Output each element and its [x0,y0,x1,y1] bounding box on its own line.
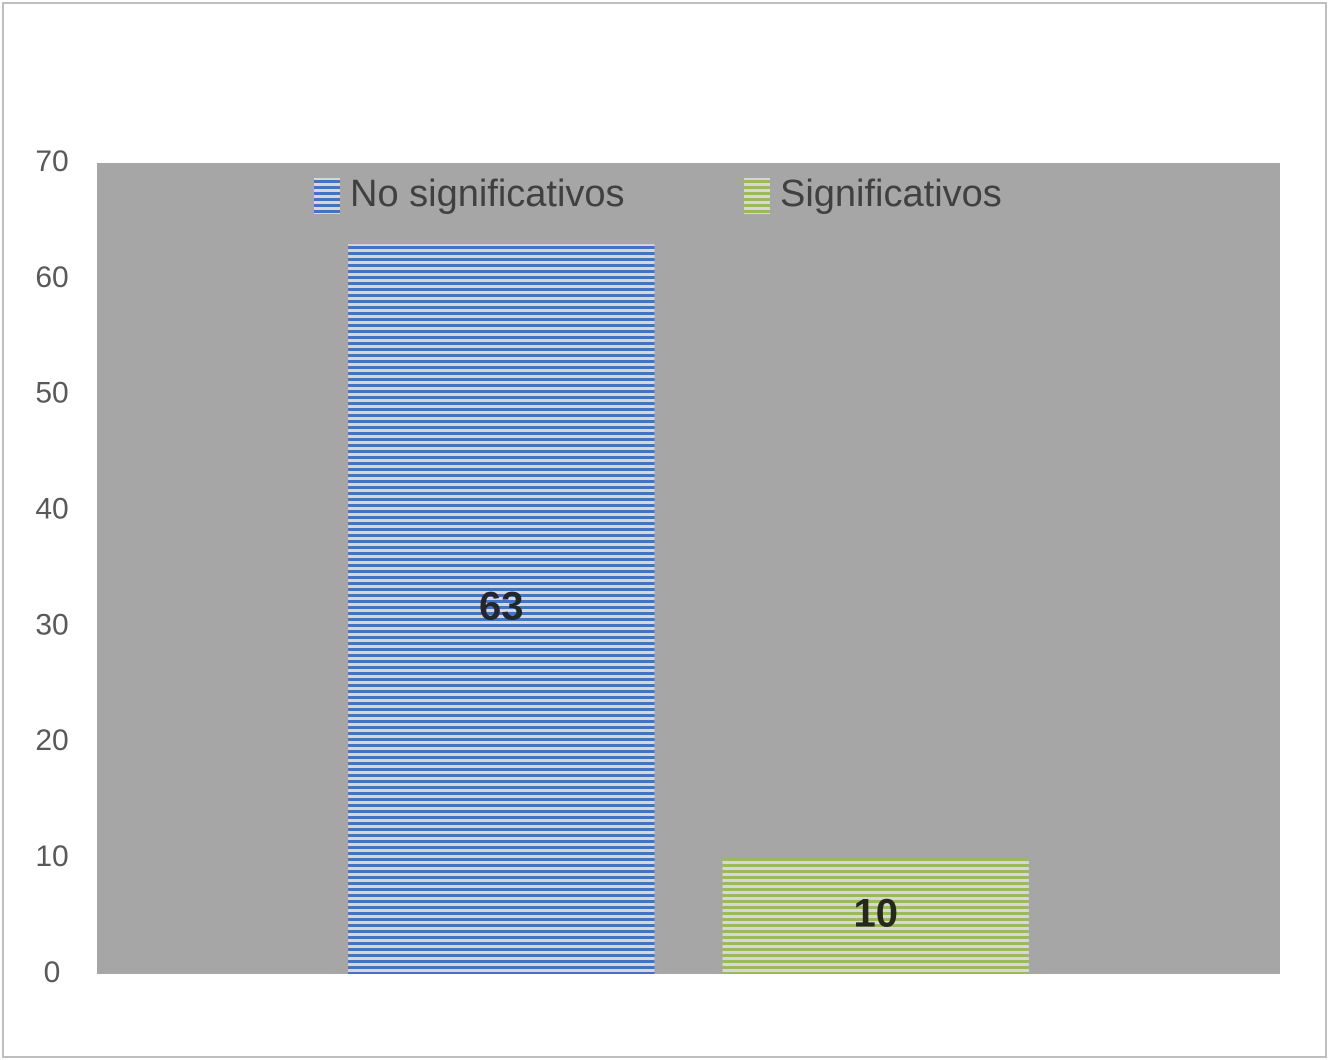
y-tick-label: 20 [35,724,68,757]
y-tick-label: 30 [35,608,68,641]
y-tick-label: 10 [35,840,68,873]
y-tick-label: 70 [35,145,68,178]
legend-label: Significativos [780,173,1002,215]
y-tick-label: 50 [35,377,68,410]
bar [348,244,655,975]
y-tick-label: 60 [35,261,68,294]
data-label: 63 [479,585,524,629]
legend-label: No significativos [350,173,625,215]
bar [722,858,1029,974]
plot-area [97,163,1280,974]
y-tick-label: 0 [44,956,61,989]
y-tick-label: 40 [35,492,68,525]
legend-swatch [314,178,340,214]
legend-swatch [744,178,770,214]
data-label: 10 [853,892,898,936]
